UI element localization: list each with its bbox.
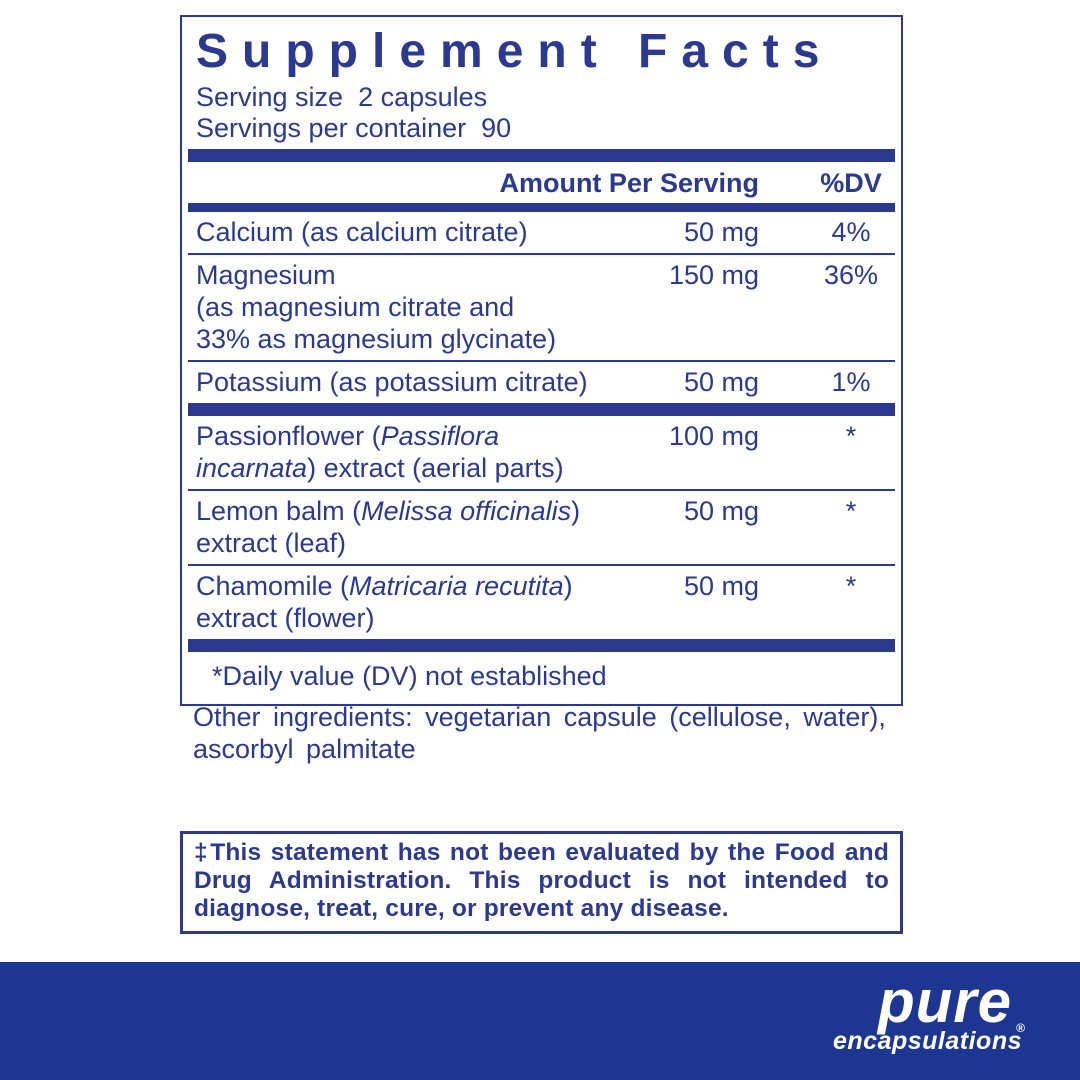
table-header-row: Amount Per Serving %DV	[188, 162, 895, 203]
divider-line-thin	[188, 360, 895, 362]
supplement-facts-panel: Supplement Facts Serving size 2 capsules…	[180, 15, 903, 706]
ingredient-dv: *	[845, 571, 857, 601]
brand-footer-band: pure encapsulations ®	[0, 962, 1080, 1080]
ingredient-dv: 1%	[831, 367, 871, 397]
divider-bar-thick	[188, 403, 895, 416]
ingredient-amount: 150 mg	[669, 260, 760, 290]
ingredient-amount: 50 mg	[683, 217, 759, 247]
serving-size: Serving size 2 capsules	[196, 82, 488, 112]
header-percent-dv: %DV	[820, 168, 882, 198]
divider-bar-medium	[188, 203, 895, 212]
registered-trademark-icon: ®	[1016, 1021, 1025, 1035]
ingredient-row: Calcium (as calcium citrate) 50 mg 4%	[188, 212, 895, 253]
ingredient-row: Potassium (as potassium citrate) 50 mg 1%	[188, 362, 895, 403]
header-amount-per-serving: Amount Per Serving	[499, 168, 759, 198]
ingredient-name: Potassium (as potassium citrate)	[196, 367, 588, 397]
ingredient-row: Passionflower (Passiflora incarnata) extr…	[188, 416, 895, 489]
ingredient-name: Calcium (as calcium citrate)	[196, 217, 528, 247]
ingredient-name: Magnesium (as magnesium citrate and 33% as…	[196, 260, 557, 354]
brand-name-encapsulations: encapsulations	[833, 1027, 1022, 1055]
ingredient-amount: 50 mg	[683, 571, 759, 601]
fda-disclaimer-text: ‡This statement has not been evaluated b…	[194, 839, 889, 922]
ingredient-dv: *	[845, 421, 857, 451]
pure-encapsulations-logo: pure encapsulations ®	[833, 968, 1025, 1055]
servings-per-container: Servings per container 90	[196, 113, 512, 143]
fda-disclaimer-box: ‡This statement has not been evaluated b…	[180, 831, 903, 934]
ingredient-dv: 36%	[823, 260, 879, 290]
dv-footnote: *Daily value (DV) not established	[212, 661, 607, 691]
ingredient-name: Chamomile (Matricaria recutita) extract (…	[196, 571, 573, 633]
brand-name-pure: pure	[877, 968, 1012, 1035]
ingredient-name: Passionflower (Passiflora incarnata) extr…	[196, 421, 564, 483]
ingredient-name: Lemon balm (Melissa officinalis) extract …	[196, 496, 581, 558]
ingredient-dv: 4%	[831, 217, 871, 247]
ingredient-amount: 50 mg	[683, 367, 759, 397]
ingredient-row: Magnesium (as magnesium citrate and 33% as…	[188, 255, 895, 360]
divider-bar-thick	[188, 149, 895, 162]
divider-line-thin	[188, 489, 895, 491]
panel-title: Supplement Facts	[196, 25, 834, 78]
ingredient-row: Chamomile (Matricaria recutita) extract (…	[188, 566, 895, 639]
ingredient-amount: 100 mg	[669, 421, 760, 451]
ingredient-row: Lemon balm (Melissa officinalis) extract …	[188, 491, 895, 564]
ingredient-rows: Calcium (as calcium citrate) 50 mg 4% Magne…	[188, 212, 895, 652]
divider-bar-thick	[188, 639, 895, 652]
divider-line-thin	[188, 564, 895, 566]
ingredient-dv: *	[845, 496, 857, 526]
divider-line-thin	[188, 253, 895, 255]
ingredient-amount: 50 mg	[683, 496, 759, 526]
other-ingredients-text: Other ingredients: vegetarian capsule (c…	[193, 702, 886, 764]
